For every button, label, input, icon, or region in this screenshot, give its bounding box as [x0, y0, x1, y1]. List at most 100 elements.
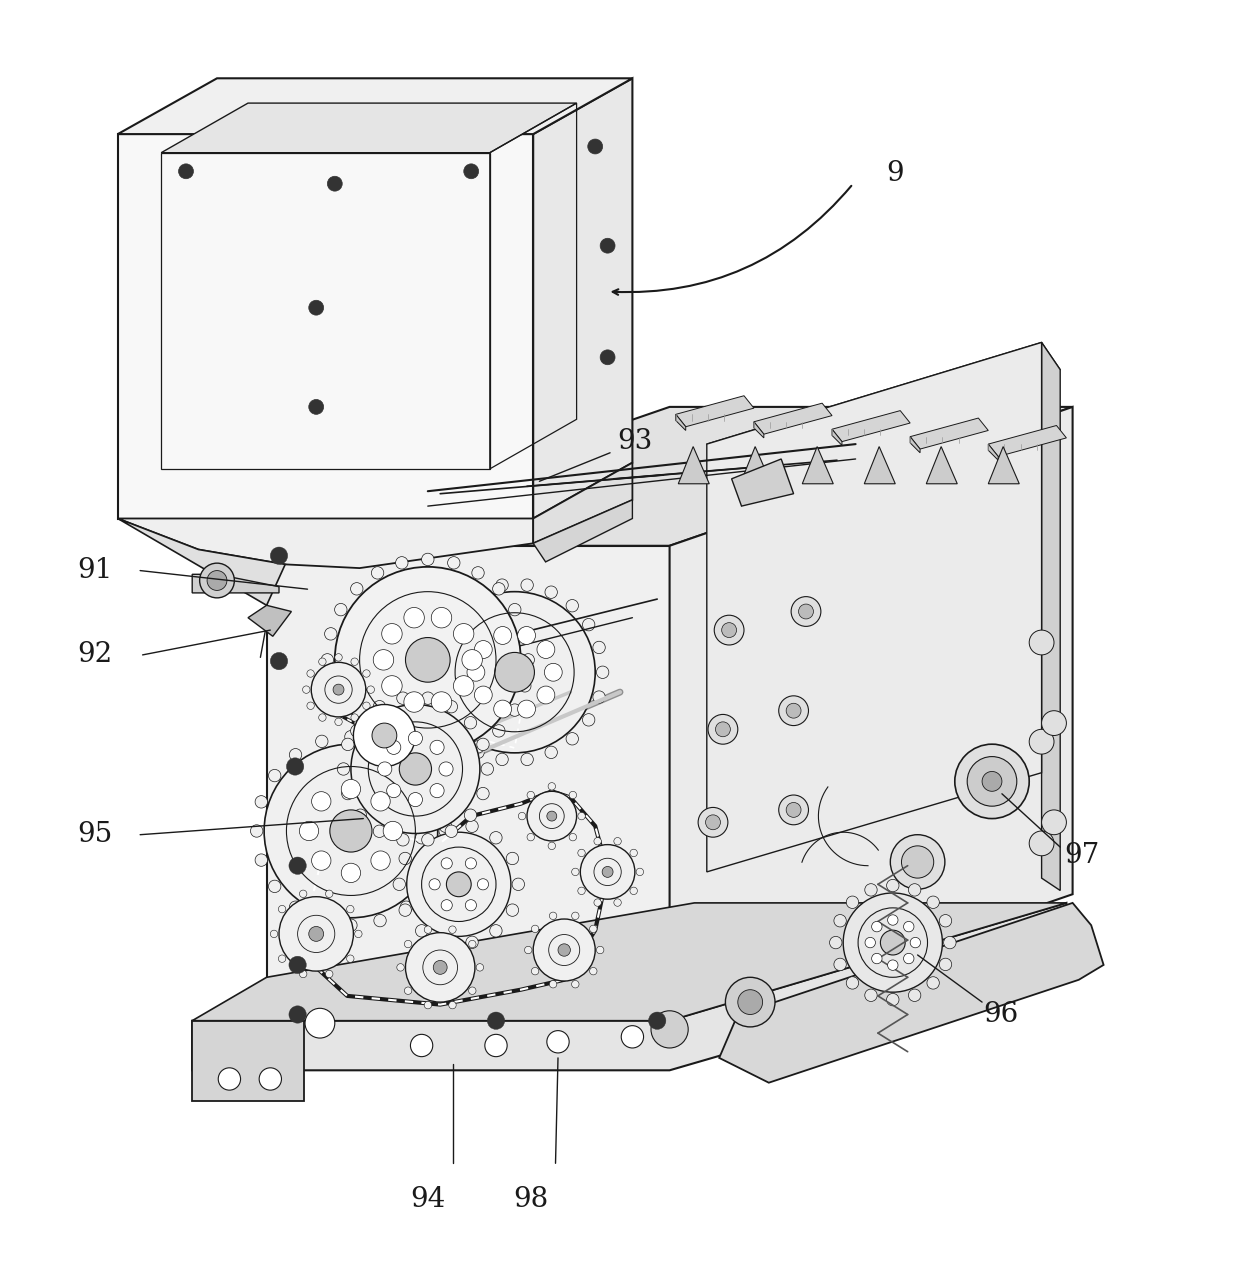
- Circle shape: [319, 658, 326, 666]
- Circle shape: [396, 750, 408, 763]
- Polygon shape: [267, 546, 670, 1033]
- Circle shape: [533, 919, 595, 980]
- Circle shape: [846, 977, 858, 989]
- Circle shape: [714, 616, 744, 645]
- Circle shape: [527, 792, 577, 840]
- Text: 93: 93: [618, 428, 652, 455]
- Circle shape: [909, 989, 921, 1001]
- Circle shape: [512, 878, 525, 891]
- Polygon shape: [161, 103, 577, 153]
- Polygon shape: [732, 459, 794, 506]
- Polygon shape: [910, 418, 988, 448]
- Circle shape: [341, 780, 361, 799]
- Circle shape: [305, 1009, 335, 1038]
- Circle shape: [872, 953, 882, 964]
- Circle shape: [399, 852, 412, 865]
- Circle shape: [843, 893, 942, 992]
- Circle shape: [492, 582, 505, 595]
- Circle shape: [485, 1034, 507, 1056]
- Circle shape: [387, 740, 401, 754]
- Circle shape: [439, 762, 453, 776]
- Circle shape: [335, 604, 347, 616]
- Circle shape: [518, 627, 531, 640]
- Circle shape: [888, 960, 898, 970]
- Circle shape: [454, 623, 474, 644]
- Circle shape: [569, 792, 577, 799]
- Circle shape: [525, 946, 532, 953]
- Circle shape: [1029, 630, 1054, 655]
- Circle shape: [439, 820, 451, 833]
- Circle shape: [316, 915, 329, 926]
- Text: 92: 92: [77, 641, 112, 668]
- Circle shape: [880, 930, 905, 955]
- Circle shape: [939, 915, 951, 926]
- Circle shape: [397, 691, 409, 704]
- Circle shape: [532, 968, 539, 975]
- Circle shape: [289, 901, 301, 914]
- Circle shape: [846, 896, 858, 908]
- Circle shape: [269, 770, 281, 781]
- Circle shape: [465, 899, 476, 911]
- Circle shape: [630, 849, 637, 857]
- Circle shape: [404, 608, 424, 628]
- Circle shape: [434, 713, 446, 726]
- Polygon shape: [192, 574, 279, 592]
- Circle shape: [890, 835, 945, 889]
- Circle shape: [429, 879, 440, 891]
- Circle shape: [397, 834, 409, 846]
- Circle shape: [408, 793, 423, 807]
- Circle shape: [325, 627, 337, 640]
- Circle shape: [404, 941, 412, 948]
- Circle shape: [779, 695, 808, 726]
- Circle shape: [600, 238, 615, 253]
- Circle shape: [445, 700, 458, 713]
- Circle shape: [179, 164, 193, 179]
- Circle shape: [583, 713, 595, 726]
- Circle shape: [325, 680, 337, 693]
- Circle shape: [299, 970, 306, 978]
- Circle shape: [864, 884, 877, 896]
- Circle shape: [872, 921, 882, 932]
- Circle shape: [306, 702, 314, 709]
- Circle shape: [351, 704, 480, 834]
- Circle shape: [490, 831, 502, 844]
- Circle shape: [311, 792, 331, 811]
- Circle shape: [448, 556, 460, 569]
- Circle shape: [309, 926, 324, 942]
- Text: 95: 95: [77, 821, 112, 848]
- Circle shape: [494, 700, 512, 718]
- Circle shape: [967, 757, 1017, 806]
- Polygon shape: [192, 903, 1066, 1020]
- Circle shape: [449, 926, 456, 933]
- Circle shape: [397, 964, 404, 971]
- Circle shape: [373, 650, 394, 669]
- Circle shape: [651, 1011, 688, 1049]
- Polygon shape: [248, 605, 291, 636]
- Circle shape: [434, 591, 595, 753]
- Polygon shape: [707, 342, 1060, 472]
- Circle shape: [521, 753, 533, 766]
- Circle shape: [944, 937, 956, 948]
- Circle shape: [250, 825, 263, 838]
- Circle shape: [537, 641, 554, 658]
- Circle shape: [449, 1001, 456, 1009]
- Circle shape: [588, 139, 603, 154]
- Circle shape: [341, 864, 361, 883]
- Circle shape: [593, 641, 605, 654]
- Polygon shape: [1042, 342, 1060, 891]
- Polygon shape: [678, 447, 709, 483]
- Circle shape: [596, 946, 604, 953]
- Circle shape: [278, 955, 285, 962]
- Circle shape: [603, 866, 613, 878]
- Circle shape: [904, 921, 914, 932]
- Circle shape: [404, 987, 412, 995]
- Circle shape: [477, 879, 489, 891]
- Circle shape: [289, 857, 306, 874]
- Circle shape: [351, 725, 363, 738]
- Circle shape: [887, 879, 899, 892]
- Circle shape: [405, 933, 475, 1002]
- Circle shape: [549, 980, 557, 988]
- Circle shape: [355, 930, 362, 938]
- Circle shape: [835, 915, 847, 926]
- Circle shape: [278, 906, 285, 912]
